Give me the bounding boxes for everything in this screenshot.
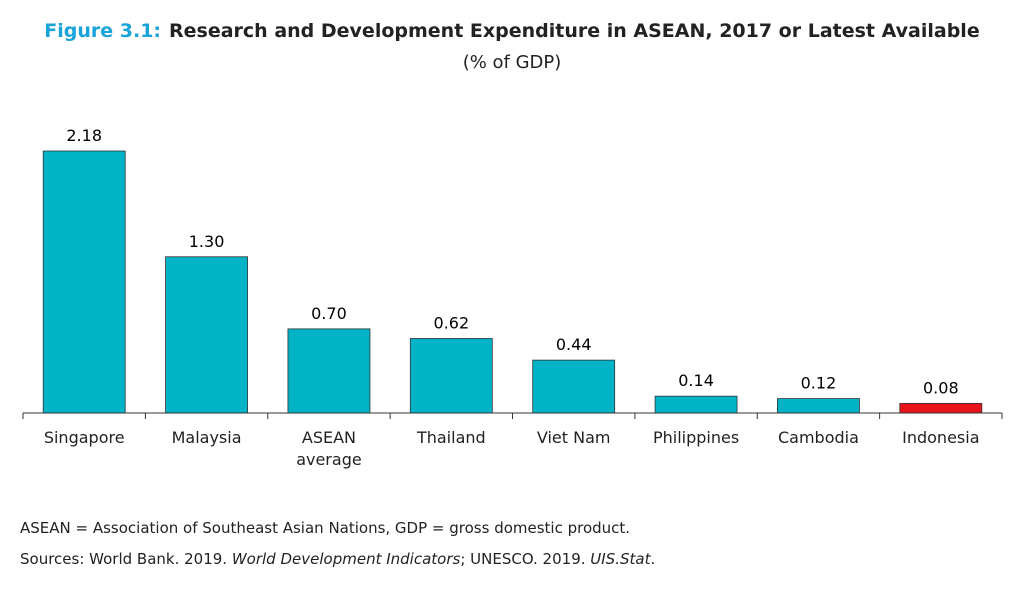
x-tick-label: ASEAN average xyxy=(296,428,362,469)
figure-label: Figure 3.1: xyxy=(44,20,162,42)
value-label: 0.12 xyxy=(801,374,837,393)
bar xyxy=(899,402,983,414)
value-label: 0.44 xyxy=(556,335,592,354)
source-text: UIS.Stat xyxy=(590,550,651,568)
x-tick-label: Viet Nam xyxy=(536,428,611,447)
x-tick-label: Indonesia xyxy=(902,428,980,447)
title-text: Research and Development Expenditure in … xyxy=(169,20,980,42)
bar xyxy=(287,328,371,414)
x-tick-label: Thailand xyxy=(416,428,486,447)
x-tick-label: Singapore xyxy=(43,428,125,447)
x-tick-label: Cambodia xyxy=(777,428,859,447)
source-text: World Development Indicators xyxy=(231,550,461,568)
bar xyxy=(165,256,248,414)
note: ASEAN = Association of Southeast Asian N… xyxy=(20,519,631,537)
bar xyxy=(532,359,616,414)
bar xyxy=(42,150,126,414)
value-label: 0.08 xyxy=(923,378,959,397)
x-tick-label: Malaysia xyxy=(171,428,242,447)
source-text: ; UNESCO. 2019. xyxy=(460,550,591,568)
x-tick-label: Philippines xyxy=(652,428,740,447)
sources: Sources: World Bank. 2019. World Develop… xyxy=(20,550,655,568)
bar xyxy=(409,338,493,414)
value-label: 1.30 xyxy=(189,232,225,251)
source-text: . xyxy=(650,550,656,568)
value-label: 2.18 xyxy=(66,126,102,145)
chart-title: Figure 3.1: Research and Development Expe… xyxy=(0,20,1024,42)
bar xyxy=(654,395,738,414)
bar xyxy=(777,398,860,414)
value-label: 0.62 xyxy=(434,313,470,332)
value-label: 0.70 xyxy=(311,304,347,323)
chart-subtitle: (% of GDP) xyxy=(462,52,562,73)
source-text: Sources: World Bank. 2019. xyxy=(20,550,232,568)
value-label: 0.14 xyxy=(678,371,714,390)
